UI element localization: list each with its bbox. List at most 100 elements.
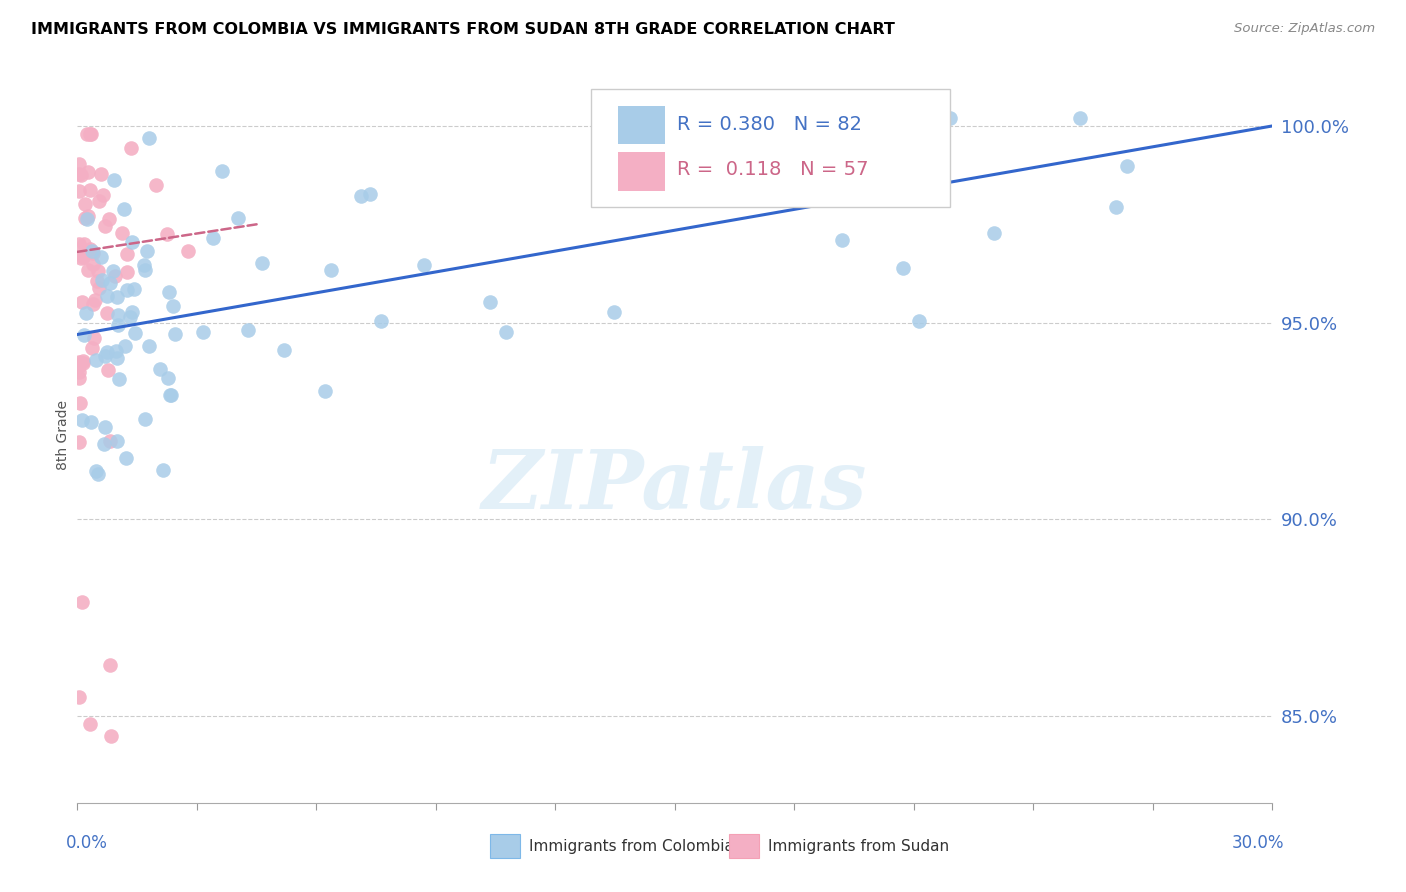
Point xyxy=(314,384,336,399)
Text: 30.0%: 30.0% xyxy=(1232,834,1285,852)
Point xyxy=(162,299,184,313)
Point xyxy=(111,226,134,240)
Text: 0.0%: 0.0% xyxy=(65,834,107,852)
Point xyxy=(479,295,502,310)
Point xyxy=(163,327,186,342)
Point xyxy=(67,370,90,384)
Point xyxy=(159,388,181,402)
Point xyxy=(67,237,90,252)
Point xyxy=(97,211,120,226)
Point xyxy=(69,365,91,379)
Point xyxy=(124,326,146,341)
Point xyxy=(77,164,100,178)
Point xyxy=(79,183,101,197)
Point xyxy=(70,412,93,426)
Point xyxy=(350,189,373,203)
Point xyxy=(177,244,200,259)
Point xyxy=(370,313,392,327)
Point xyxy=(96,288,118,302)
Point xyxy=(105,351,128,365)
Point xyxy=(70,252,93,266)
Point xyxy=(115,450,138,465)
Point xyxy=(83,293,105,307)
Point xyxy=(787,178,810,193)
Point xyxy=(67,157,90,171)
Point xyxy=(107,308,129,322)
Point xyxy=(98,434,121,448)
Point xyxy=(90,250,112,264)
Point xyxy=(98,277,121,291)
Point xyxy=(603,304,626,318)
Point xyxy=(117,283,139,297)
Text: ZIPatlas: ZIPatlas xyxy=(482,446,868,526)
Point xyxy=(157,371,180,385)
Point xyxy=(160,388,183,402)
Point xyxy=(98,658,121,673)
Point xyxy=(121,305,143,319)
Point xyxy=(413,258,436,272)
Point xyxy=(107,318,129,332)
Point xyxy=(91,188,114,202)
Point xyxy=(84,352,107,367)
Point xyxy=(134,262,156,277)
Point xyxy=(72,354,94,368)
Point xyxy=(90,167,112,181)
Point xyxy=(202,231,225,245)
Point xyxy=(70,595,93,609)
Point xyxy=(105,290,128,304)
Point xyxy=(831,233,853,247)
Point xyxy=(94,350,117,364)
Point xyxy=(211,163,233,178)
Text: IMMIGRANTS FROM COLOMBIA VS IMMIGRANTS FROM SUDAN 8TH GRADE CORRELATION CHART: IMMIGRANTS FROM COLOMBIA VS IMMIGRANTS F… xyxy=(31,22,894,37)
Point xyxy=(226,211,249,226)
Point xyxy=(704,193,727,207)
Point xyxy=(191,325,214,339)
Point xyxy=(87,264,110,278)
Point xyxy=(138,131,160,145)
Point xyxy=(89,281,111,295)
Point xyxy=(879,132,901,146)
Point xyxy=(1069,111,1091,125)
Point xyxy=(103,268,125,283)
Point xyxy=(97,363,120,377)
Point xyxy=(87,194,110,208)
Y-axis label: 8th Grade: 8th Grade xyxy=(56,400,70,470)
Point xyxy=(273,343,295,358)
Point xyxy=(79,127,101,141)
Point xyxy=(136,244,159,258)
Point xyxy=(904,169,927,184)
Point xyxy=(120,141,142,155)
Point xyxy=(67,434,90,449)
Point xyxy=(84,464,107,478)
Point xyxy=(75,306,97,320)
Point xyxy=(773,180,796,194)
Point xyxy=(145,178,167,192)
Point xyxy=(103,173,125,187)
Point xyxy=(884,111,907,125)
Point xyxy=(118,310,141,324)
Point xyxy=(100,729,122,743)
Bar xyxy=(617,153,665,191)
Point xyxy=(80,341,103,355)
Point xyxy=(67,185,90,199)
Point xyxy=(105,434,128,449)
Point xyxy=(67,167,90,181)
Point xyxy=(82,257,104,271)
Point xyxy=(1105,200,1128,214)
Point xyxy=(755,189,778,203)
Text: R =  0.118   N = 57: R = 0.118 N = 57 xyxy=(678,161,869,179)
FancyBboxPatch shape xyxy=(592,89,950,207)
Point xyxy=(96,306,118,320)
Point xyxy=(77,210,100,224)
Point xyxy=(832,161,855,176)
Point xyxy=(72,356,94,370)
Point xyxy=(115,247,138,261)
Point xyxy=(73,236,96,251)
Point xyxy=(72,251,94,265)
Point xyxy=(80,415,103,429)
Point xyxy=(121,235,143,249)
Point xyxy=(908,313,931,327)
Point xyxy=(938,111,960,125)
Point xyxy=(93,436,115,450)
Point xyxy=(83,330,105,344)
